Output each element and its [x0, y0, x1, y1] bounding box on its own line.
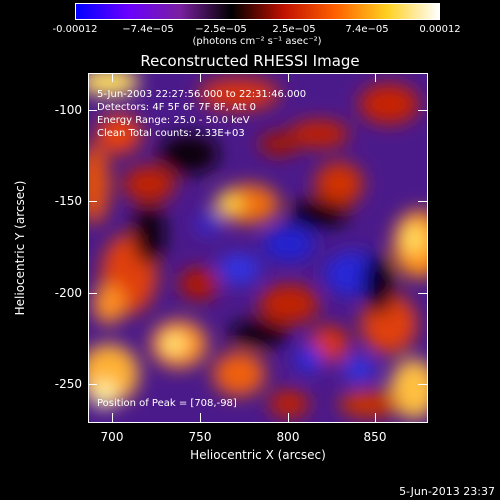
- tick-mark: [418, 110, 427, 111]
- y-tick-label: -250: [54, 377, 82, 391]
- intensity-blob: [259, 132, 299, 156]
- tick-mark: [88, 110, 97, 111]
- y-tick-label: -200: [54, 286, 82, 300]
- intensity-blob: [133, 204, 165, 264]
- info-time-range: 5-Jun-2003 22:27:56.000 to 22:31:46.000: [97, 89, 307, 100]
- tick-mark: [375, 73, 376, 82]
- intensity-blob: [343, 355, 375, 383]
- info-peak-position: Position of Peak = [708,-98]: [97, 398, 237, 409]
- colorbar-tick: 7.4e−05: [345, 24, 389, 35]
- y-tick-label: -150: [54, 194, 82, 208]
- intensity-blob: [263, 226, 315, 262]
- intensity-blob: [229, 320, 289, 348]
- x-tick-label: 700: [100, 430, 124, 444]
- x-tick-label: 750: [188, 430, 212, 444]
- intensity-blob: [89, 74, 139, 96]
- tick-mark: [200, 73, 201, 82]
- colorbar-tick: 0.00012: [419, 24, 461, 35]
- intensity-blob: [123, 166, 175, 202]
- tick-mark: [112, 413, 113, 422]
- intensity-blob: [363, 254, 395, 314]
- intensity-blob: [215, 192, 243, 216]
- intensity-blob: [90, 380, 118, 408]
- intensity-blob: [289, 200, 349, 228]
- intensity-blob: [269, 390, 309, 418]
- tick-mark: [288, 73, 289, 82]
- tick-mark: [88, 384, 97, 385]
- intensity-blob: [97, 114, 141, 154]
- intensity-blob: [359, 84, 419, 124]
- tick-mark: [112, 73, 113, 82]
- info-energy-range: Energy Range: 25.0 - 50.0 keV: [97, 115, 250, 126]
- tick-mark: [288, 413, 289, 422]
- y-tick-label: -100: [54, 103, 82, 117]
- image-plot-area: 5-Jun-2003 22:27:56.000 to 22:31:46.000 …: [88, 73, 428, 423]
- x-tick-label: 850: [363, 430, 387, 444]
- info-detectors: Detectors: 4F 5F 6F 7F 8F, Att 0: [97, 102, 257, 113]
- date-stamp: 5-Jun-2013 23:37: [399, 485, 495, 498]
- tick-mark: [88, 201, 97, 202]
- intensity-blob: [162, 334, 186, 354]
- colorbar: [75, 3, 440, 20]
- intensity-blob: [159, 134, 219, 174]
- plot-title: Reconstructed RHESSI Image: [140, 52, 360, 70]
- intensity-blob: [195, 212, 223, 236]
- intensity-blob: [390, 359, 427, 419]
- tick-mark: [418, 201, 427, 202]
- colorbar-tick: 2.5e−05: [272, 24, 316, 35]
- colorbar-units: (photons cm⁻² s⁻¹ asec⁻²): [192, 36, 322, 47]
- info-total-counts: Clean Total counts: 2.33E+03: [97, 128, 245, 139]
- colorbar-tick: −7.4e−05: [122, 24, 174, 35]
- intensity-blob: [339, 390, 399, 418]
- heatmap-image: [89, 74, 427, 422]
- colorbar-tick: −2.5e−05: [195, 24, 247, 35]
- y-axis-label: Heliocentric Y (arcsec): [13, 180, 27, 316]
- x-axis-label: Heliocentric X (arcsec): [190, 448, 326, 462]
- intensity-blob: [315, 162, 363, 206]
- intensity-blob: [289, 120, 349, 148]
- intensity-blob: [89, 144, 110, 224]
- intensity-blob: [295, 345, 323, 373]
- intensity-blob: [213, 352, 265, 396]
- intensity-blob: [179, 268, 219, 300]
- tick-mark: [375, 413, 376, 422]
- tick-mark: [88, 293, 97, 294]
- tick-mark: [418, 384, 427, 385]
- intensity-blob: [93, 284, 125, 324]
- x-tick-label: 800: [276, 430, 300, 444]
- colorbar-tick: -0.00012: [52, 24, 98, 35]
- tick-mark: [200, 413, 201, 422]
- intensity-blob: [259, 284, 319, 324]
- tick-mark: [418, 293, 427, 294]
- intensity-blob: [199, 78, 279, 110]
- intensity-blob: [217, 253, 261, 285]
- intensity-blob: [402, 223, 426, 255]
